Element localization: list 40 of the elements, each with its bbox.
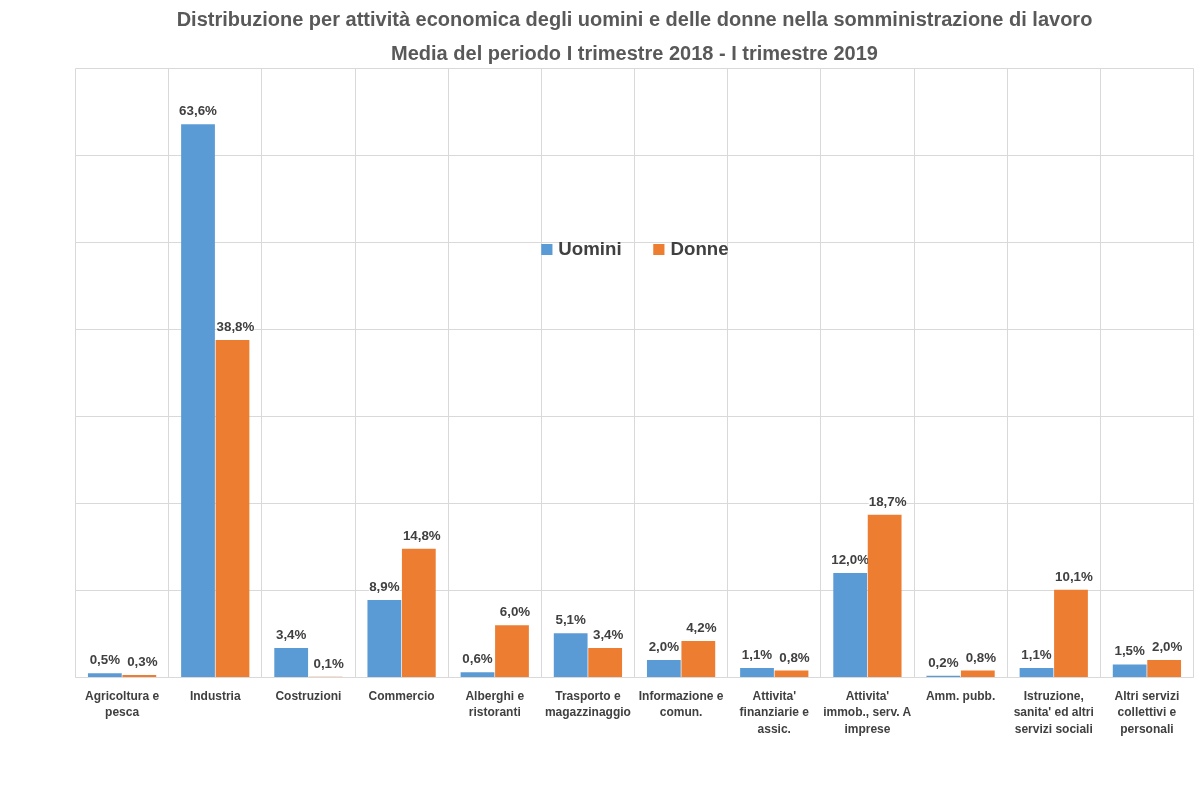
data-label: 38,8%: [216, 318, 255, 334]
data-label: 12,0%: [831, 552, 870, 568]
x-tick-label: Commercio: [368, 688, 435, 703]
x-tick-label: Attivita' finanziarie e assic.: [739, 688, 810, 737]
x-tick-label: Informazione e comun.: [638, 688, 724, 720]
x-tick-label: Attivita' immob., serv. A imprese: [823, 688, 912, 737]
x-tick-label: Trasporto e magazzinaggio: [544, 688, 631, 720]
x-tick-label: Agricoltura e pesca: [85, 688, 160, 720]
data-label: 2,0%: [648, 639, 680, 655]
data-label: 2,0%: [1151, 639, 1183, 655]
x-tick-label: Istruzione, sanita' ed altri servizi sociali: [1013, 688, 1094, 737]
data-label: 10,1%: [1055, 568, 1094, 584]
data-label: 5,1%: [555, 612, 587, 628]
data-label: 0,3%: [127, 653, 158, 669]
data-label: 3,4%: [592, 626, 624, 642]
data-label: 0,8%: [779, 649, 810, 665]
data-label: 0,6%: [462, 651, 493, 667]
chart-subtitle: Media del periodo I trimestre 2018 - I trimestre 2019: [391, 41, 878, 64]
x-tick-label: Amm. pubb.: [925, 688, 996, 703]
x-tick-label: Altri servizi collettivi e personali: [1114, 688, 1180, 737]
data-label: 3,4%: [275, 626, 307, 642]
x-tick-label: Alberghi e ristoranti: [465, 688, 525, 720]
data-label: 0,8%: [965, 649, 997, 665]
data-label: 6,0%: [499, 604, 531, 620]
x-tick-label: Costruzioni: [275, 688, 342, 703]
legend-label: Donne: [670, 238, 729, 260]
chart-title: Distribuzione per attività economica degli uomini e delle donne nella somministrazione di lavoro: [176, 7, 1093, 30]
data-label: 1,5%: [1114, 643, 1146, 659]
data-label: 1,1%: [741, 646, 773, 662]
data-label: 4,2%: [686, 619, 717, 635]
data-label: 0,1%: [313, 655, 344, 671]
data-label: 63,6%: [179, 103, 218, 119]
data-label: 14,8%: [402, 527, 441, 543]
legend-label: Uomini: [558, 238, 622, 260]
data-label: 18,7%: [868, 493, 907, 509]
data-label: 0,5%: [89, 652, 121, 668]
data-label: 0,2%: [928, 654, 959, 670]
data-label: 1,1%: [1021, 646, 1052, 662]
data-label: 8,9%: [369, 579, 400, 595]
x-tick-label: Industria: [189, 688, 241, 703]
